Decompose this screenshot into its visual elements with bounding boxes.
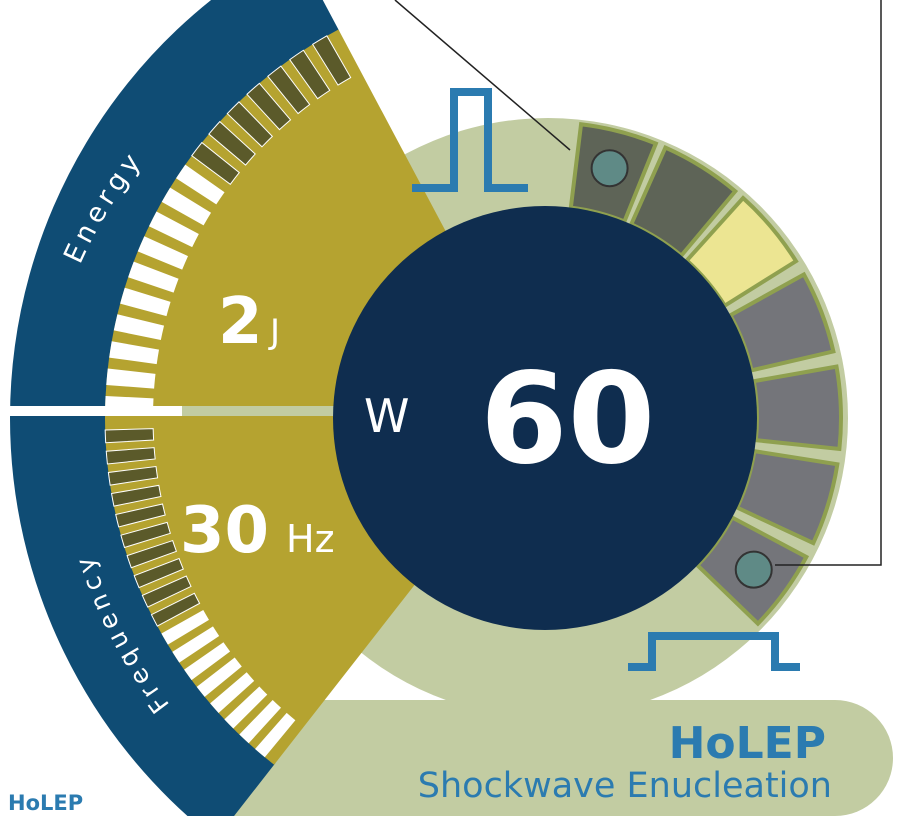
power-dial[interactable] bbox=[333, 206, 757, 630]
level-bar bbox=[267, 65, 311, 115]
segment-marker-icon bbox=[734, 550, 773, 589]
frequency-band bbox=[10, 418, 276, 816]
corner-label: HoLEP bbox=[8, 791, 83, 815]
level-bar bbox=[239, 699, 282, 744]
level-bar bbox=[255, 712, 296, 758]
energy-value: 2 bbox=[218, 285, 263, 359]
power-value: 60 bbox=[480, 345, 655, 492]
level-bar bbox=[120, 287, 171, 317]
level-bar bbox=[208, 120, 256, 166]
level-bar bbox=[226, 101, 274, 148]
level-bar bbox=[137, 236, 189, 270]
level-bar bbox=[172, 626, 220, 663]
level-bar bbox=[107, 465, 159, 486]
level-bar bbox=[128, 261, 179, 293]
level-bar bbox=[289, 49, 331, 100]
power-unit: W bbox=[364, 389, 409, 443]
frequency-value: 30 bbox=[180, 494, 269, 568]
level-bar bbox=[120, 521, 171, 549]
energy-unit: J bbox=[268, 312, 280, 352]
level-bar bbox=[148, 211, 199, 248]
level-bar bbox=[184, 642, 231, 681]
long-pulse-icon bbox=[628, 632, 800, 671]
level-bar bbox=[150, 592, 201, 627]
level-bar bbox=[311, 35, 352, 86]
separator-track bbox=[182, 406, 400, 416]
segment-marker-icon bbox=[590, 149, 629, 188]
frequency-level-bars bbox=[104, 428, 296, 758]
level-bar bbox=[210, 672, 255, 714]
level-bar bbox=[141, 575, 192, 608]
level-bar bbox=[109, 341, 160, 365]
level-bar bbox=[105, 395, 154, 414]
level-bar bbox=[196, 657, 242, 697]
level-bar bbox=[176, 164, 225, 205]
level-bar bbox=[115, 503, 166, 528]
level-bar bbox=[133, 557, 184, 589]
level-bar bbox=[161, 610, 209, 645]
level-bar bbox=[161, 187, 212, 226]
level-bar bbox=[224, 686, 268, 729]
frequency-unit: Hz bbox=[286, 517, 335, 561]
short-pulse-icon bbox=[412, 88, 528, 192]
level-bar bbox=[110, 484, 162, 507]
level-bar bbox=[104, 428, 155, 444]
mode-subtitle: Shockwave Enucleation bbox=[418, 766, 832, 806]
energy-band bbox=[10, 0, 340, 418]
level-bar bbox=[191, 141, 241, 185]
leader-line-short bbox=[394, 0, 571, 151]
pulse-segment[interactable] bbox=[751, 364, 843, 452]
mode-pill bbox=[200, 700, 893, 816]
energy-level-bars bbox=[105, 35, 352, 414]
mode-title: HoLEP bbox=[669, 718, 826, 769]
level-bar bbox=[105, 447, 156, 465]
level-bar bbox=[106, 368, 156, 389]
level-bar bbox=[113, 314, 165, 340]
leader-line-long bbox=[775, 0, 882, 566]
level-bar bbox=[246, 82, 292, 131]
level-bar bbox=[126, 539, 178, 569]
